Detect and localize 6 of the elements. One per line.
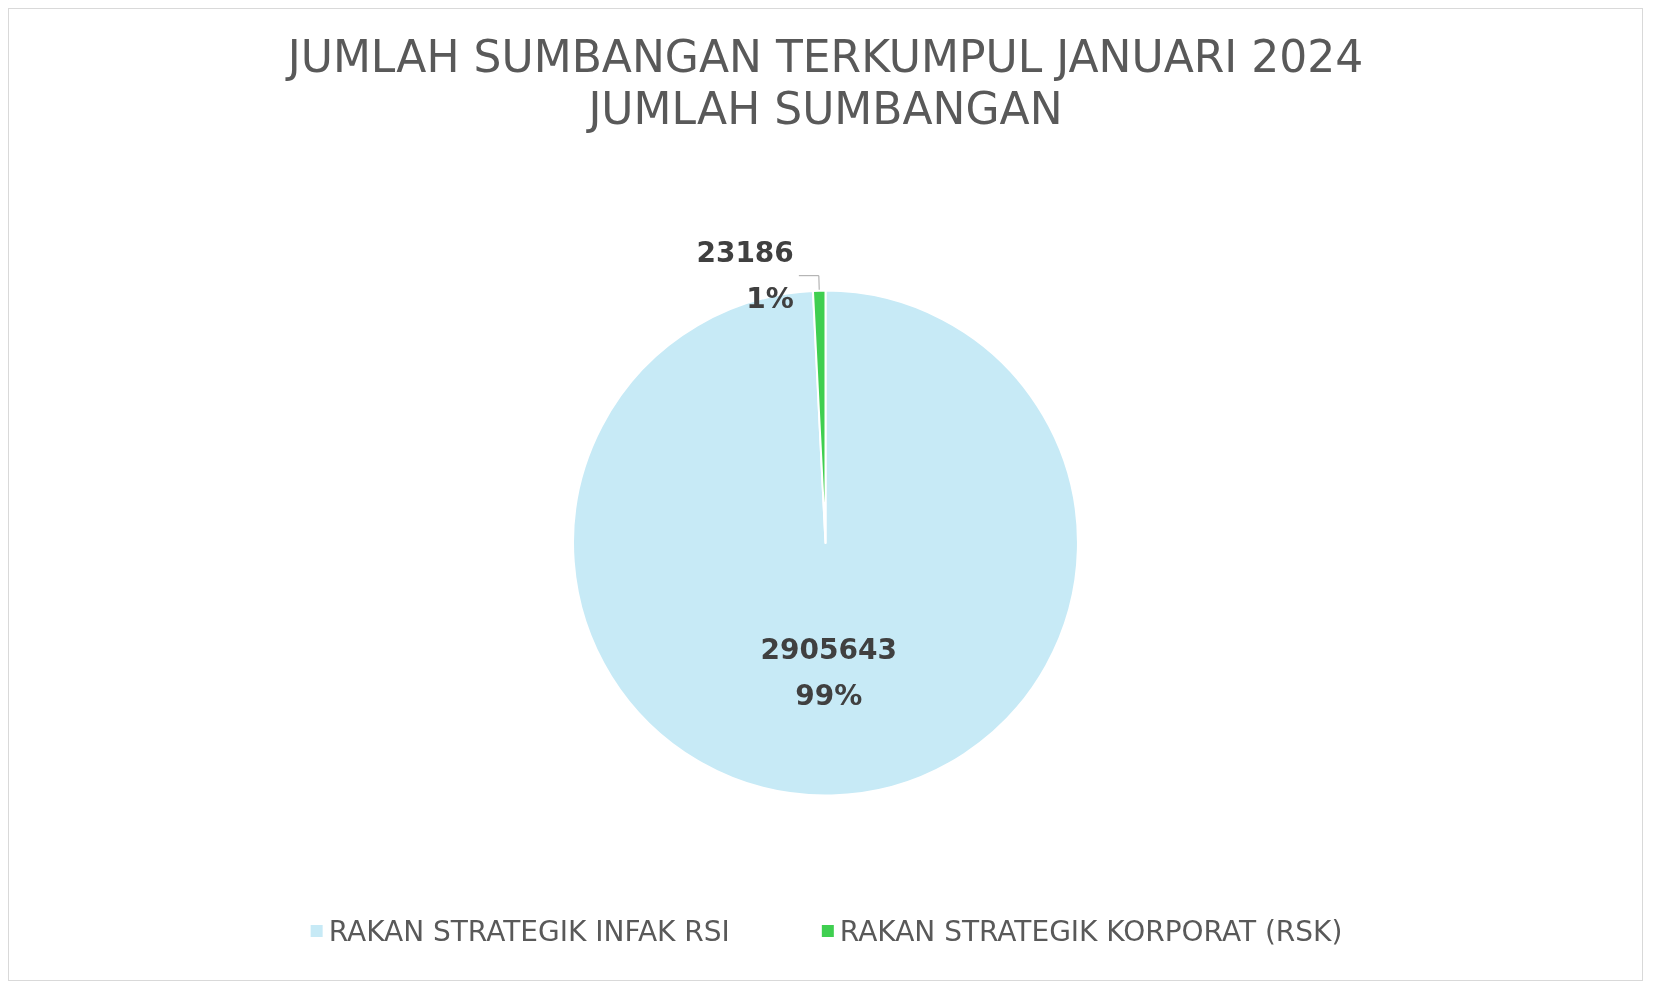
chart-title: JUMLAH SUMBANGAN TERKUMPUL JANUARI 2024 (284, 30, 1364, 82)
chart-subtitle: JUMLAH SUMBANGAN (585, 82, 1063, 134)
data-label: 2905643 99% (760, 632, 897, 712)
data-label: 23186 1% (696, 236, 794, 316)
legend-label: RAKAN STRATEGIK INFAK RSI (328, 914, 730, 948)
legend-label: RAKAN STRATEGIK KORPORAT (RSK) (839, 914, 1343, 948)
